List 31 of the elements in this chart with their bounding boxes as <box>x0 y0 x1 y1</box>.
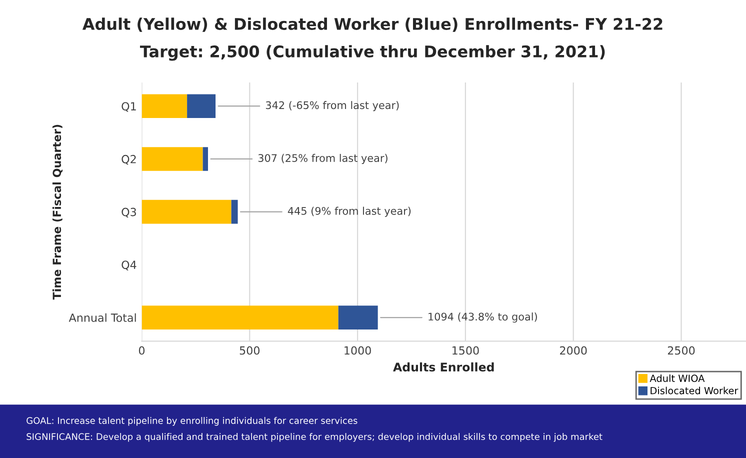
y-tick-label: Q2 <box>122 154 136 165</box>
y-tick-label: Annual Total <box>68 313 136 322</box>
y-tick-label: Q4 <box>122 260 136 270</box>
bar <box>231 200 238 224</box>
chart-subtitle: Target: 2,500 (Cumulative thru December 31, 2021) <box>140 45 605 61</box>
bar <box>187 94 216 118</box>
x-tick-label: 2500 <box>668 346 695 355</box>
text: SIGNIFICANCE: Develop a qualified and trained talent pipeline for employers; develop individual skills to compete in job market <box>26 433 602 442</box>
x-tick-label: 1500 <box>452 346 479 355</box>
legend-label: Dislocated Worker <box>650 386 738 394</box>
x-tick-label: 1000 <box>344 346 371 355</box>
bar <box>142 306 338 330</box>
x-tick-label: 0 <box>138 346 145 355</box>
x-axis-title: Adults Enrolled <box>393 362 494 372</box>
bar <box>142 94 188 118</box>
bar <box>142 200 232 224</box>
annotation: 1094 (43.8% to goal) <box>428 312 537 323</box>
annotation: 307 (25% from last year) <box>258 154 388 164</box>
y-axis-title: Time Frame (Fiscal Quarter) <box>52 124 63 300</box>
x-tick-label: 2000 <box>560 346 587 355</box>
chart-title: Adult (Yellow) & Dislocated Worker (Blue) Enrollments- FY 21-22 <box>82 18 662 32</box>
legend-label: Adult WIOA <box>650 374 705 382</box>
annotation: 445 (9% from last year) <box>288 206 411 217</box>
bar <box>202 147 208 171</box>
x-tick-label: 500 <box>240 346 260 355</box>
text: GOAL: Increase talent pipeline by enrolling individuals for career services <box>26 416 358 426</box>
y-tick-label: Q1 <box>122 102 136 112</box>
annotation: 342 (-65% from last year) <box>266 101 399 112</box>
bar <box>338 306 378 330</box>
bar <box>142 147 203 171</box>
y-tick-label: Q3 <box>122 208 136 218</box>
